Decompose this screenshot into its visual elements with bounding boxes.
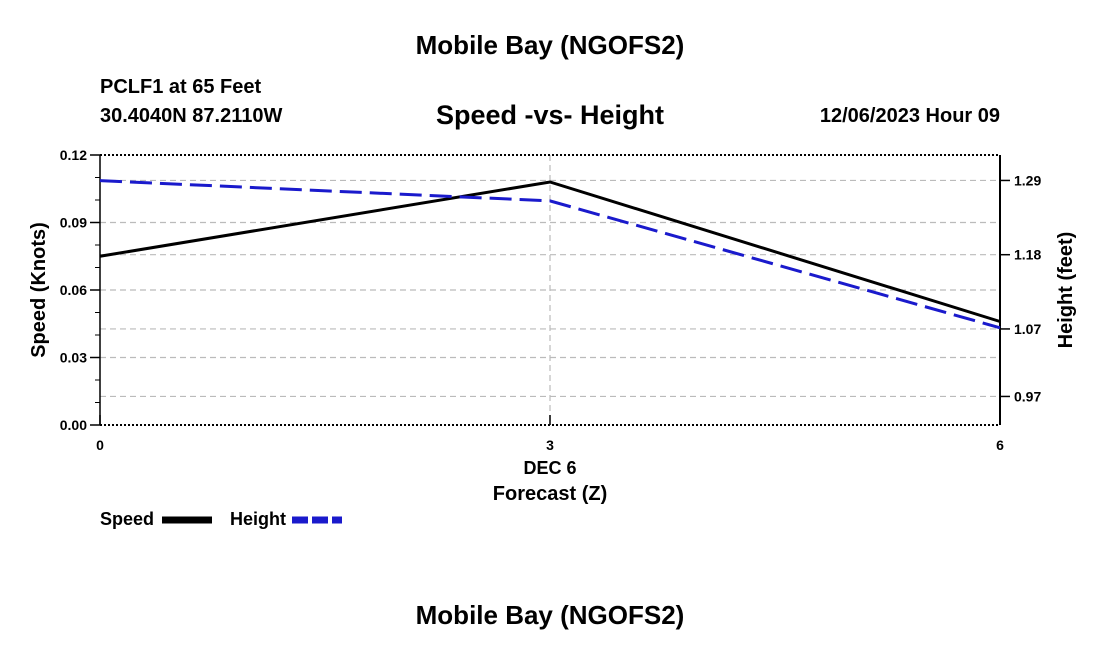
legend-height-swatch xyxy=(292,516,342,524)
station-coordinates: 30.4040N 87.2110W xyxy=(100,105,283,127)
x-tick-label-0: 0 xyxy=(96,437,104,453)
y-tick-label-right-1: 1.07 xyxy=(1014,321,1041,337)
grid-layer xyxy=(100,155,1000,425)
y-tick-label-left-0: 0.00 xyxy=(60,417,87,433)
x-axis-label: Forecast (Z) xyxy=(493,483,607,505)
chart-title: Speed -vs- Height xyxy=(435,100,665,130)
x-axis-sublabel: DEC 6 xyxy=(523,458,576,478)
y-tick-label-left-1: 0.03 xyxy=(60,350,87,366)
footer-title: Mobile Bay (NGOFS2) xyxy=(415,600,685,630)
y-axis-label-right: Height (feet) xyxy=(1055,232,1077,349)
label-layer: 0.00 0.03 0.06 0.09 0.12 0.97 1.07 1.18 1.29 0 3 6 D… xyxy=(28,147,1077,505)
chart-date: 12/06/2023 Hour 09 xyxy=(819,105,1000,127)
y-tick-label-left-2: 0.06 xyxy=(60,282,87,298)
y-tick-label-left-3: 0.09 xyxy=(60,215,87,231)
legend-height-label: Height xyxy=(230,509,286,529)
y-axis-label-left: Speed (Knots) xyxy=(28,222,50,358)
y-tick-label-right-3: 1.29 xyxy=(1014,172,1041,188)
y-tick-label-right-2: 1.18 xyxy=(1014,247,1041,263)
main-title: Mobile Bay (NGOFS2) xyxy=(415,30,685,60)
station-name: PCLF1 at 65 Feet xyxy=(100,76,262,98)
axes-layer xyxy=(90,154,1010,426)
legend-speed-label: Speed xyxy=(100,509,155,529)
x-tick-label-2: 6 xyxy=(996,437,1004,453)
y-tick-label-right-0: 0.97 xyxy=(1014,388,1041,404)
series-layer xyxy=(99,179,1001,330)
x-tick-label-1: 3 xyxy=(546,437,554,453)
y-tick-label-left-4: 0.12 xyxy=(60,147,87,163)
legend-speed-swatch xyxy=(162,516,212,524)
